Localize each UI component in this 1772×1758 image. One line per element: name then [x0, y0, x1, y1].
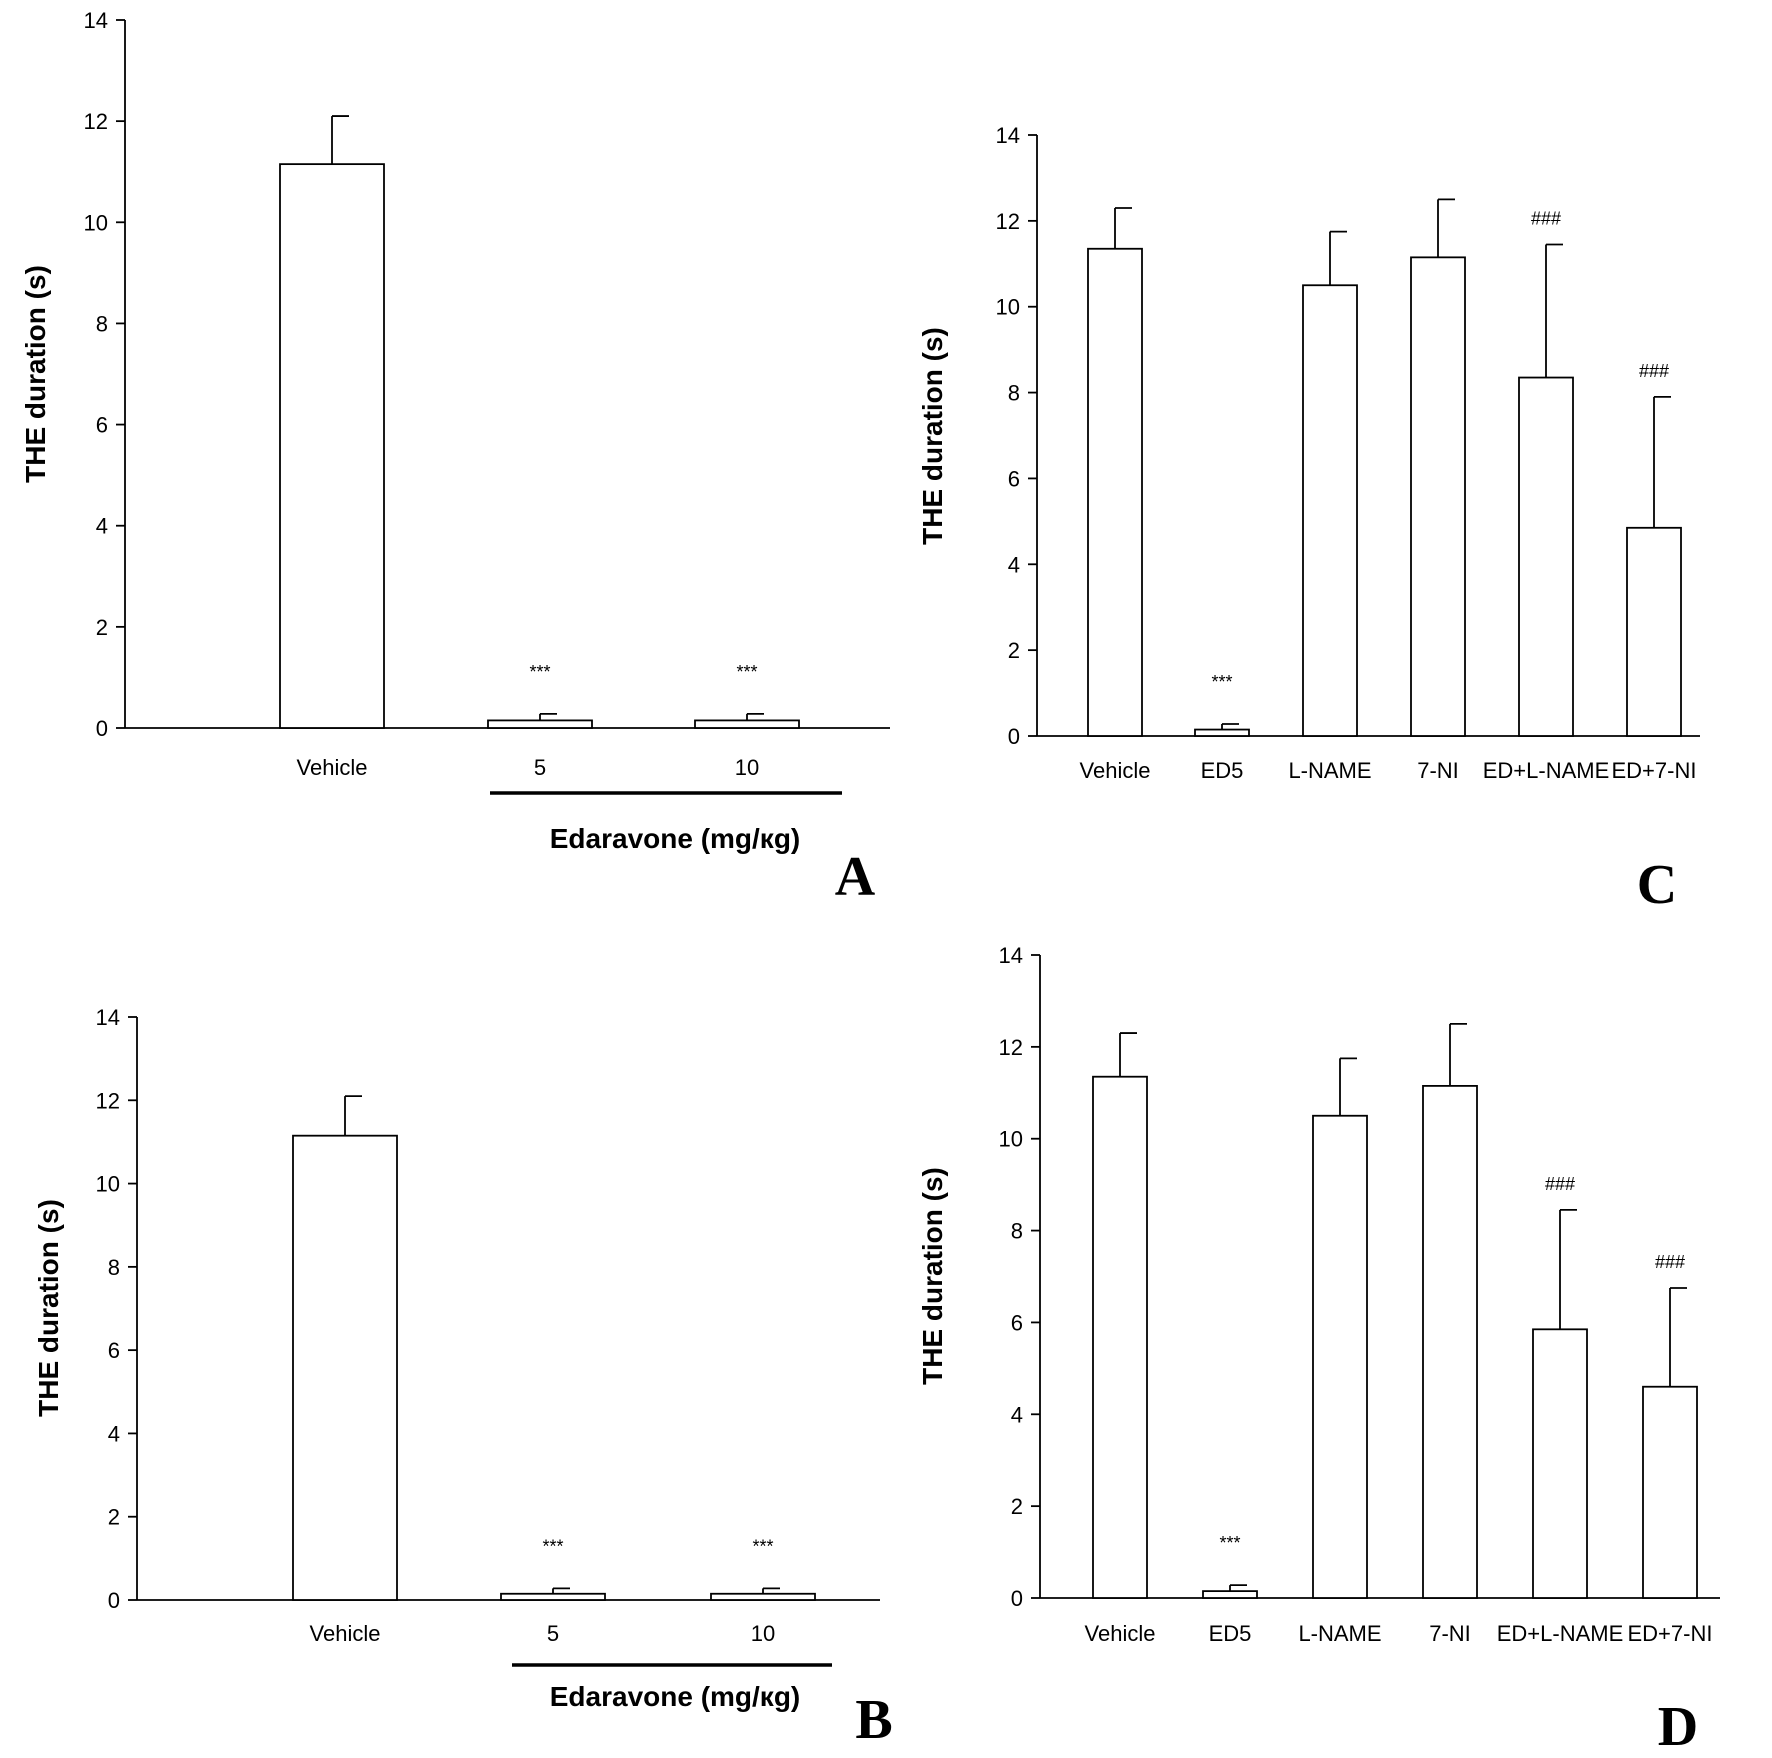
- y-tick-label: 12: [999, 1035, 1023, 1060]
- x-category-label: ED5: [1209, 1621, 1252, 1646]
- bar-3: [710, 1592, 816, 1601]
- significance-label: ***: [736, 662, 757, 682]
- panel-letter: C: [1637, 854, 1677, 916]
- significance-label: ***: [542, 1536, 563, 1556]
- significance-label: ###: [1545, 1174, 1575, 1194]
- bar-2: [1202, 1590, 1258, 1599]
- panel-letter: B: [855, 1689, 892, 1751]
- bar-4: [1422, 1084, 1478, 1599]
- x-category-label: Vehicle: [297, 755, 368, 780]
- x-category-label: 7-NI: [1417, 758, 1459, 783]
- chart-panel-a: 0 2 4 6 8 10 12 14 THE duration (s) Vehicle *** 5 **…: [20, 8, 890, 908]
- y-tick-label: 12: [96, 1088, 120, 1113]
- bar-3: [1302, 284, 1358, 737]
- y-tick-label: 6: [108, 1338, 120, 1363]
- y-tick-label: 2: [96, 615, 108, 640]
- y-tick-label: 8: [1011, 1219, 1023, 1244]
- y-tick-label: 8: [96, 311, 108, 336]
- y-axis-title: THE duration (s): [33, 1199, 64, 1417]
- panel-letter: A: [835, 846, 876, 908]
- bar-1: [279, 163, 385, 729]
- y-tick-label: 4: [1011, 1402, 1023, 1427]
- significance-label: ***: [1211, 672, 1232, 692]
- x-category-label: L-NAME: [1298, 1621, 1381, 1646]
- bar-1: [292, 1134, 398, 1601]
- y-tick-label: 14: [96, 1005, 120, 1030]
- bar-2: [500, 1592, 606, 1601]
- bar-6: [1642, 1385, 1698, 1599]
- significance-label: ###: [1639, 361, 1669, 381]
- y-tick-label: 10: [999, 1127, 1023, 1152]
- chart-panel-c: 0 2 4 6 8 10 12 14 THE duration (s) Vehicle *** ED5…: [917, 123, 1700, 916]
- significance-label: ***: [1219, 1533, 1240, 1553]
- y-tick-label: 4: [96, 514, 108, 539]
- x-category-label: ED5: [1201, 758, 1244, 783]
- bar-4: [1410, 256, 1466, 737]
- x-group-title: Edaravone (mg/кg): [550, 1681, 801, 1712]
- y-tick-label: 2: [108, 1505, 120, 1530]
- y-tick-label: 0: [1008, 724, 1020, 749]
- x-category-label: Vehicle: [1080, 758, 1151, 783]
- y-tick-label: 0: [1011, 1586, 1023, 1611]
- y-tick-label: 0: [108, 1588, 120, 1613]
- y-tick-label: 2: [1008, 638, 1020, 663]
- y-tick-label: 6: [96, 413, 108, 438]
- x-category-label: 10: [751, 1621, 775, 1646]
- x-category-label: 7-NI: [1429, 1621, 1471, 1646]
- y-tick-label: 14: [996, 123, 1020, 148]
- y-tick-label: 12: [84, 109, 108, 134]
- y-tick-label: 0: [96, 716, 108, 741]
- y-axis-title: THE duration (s): [917, 1167, 948, 1385]
- y-tick-label: 10: [96, 1172, 120, 1197]
- significance-label: ###: [1655, 1252, 1685, 1272]
- y-tick-label: 10: [996, 295, 1020, 320]
- y-tick-label: 14: [84, 8, 108, 33]
- y-tick-label: 8: [108, 1255, 120, 1280]
- bar-2: [487, 719, 593, 729]
- x-category-label: ED+7-NI: [1612, 758, 1697, 783]
- bar-1: [1087, 247, 1143, 737]
- panel-letter: D: [1658, 1696, 1698, 1758]
- significance-label: ***: [529, 662, 550, 682]
- x-category-label: 10: [735, 755, 759, 780]
- bar-6: [1626, 526, 1682, 737]
- x-category-label: ED+L-NAME: [1483, 758, 1610, 783]
- y-axis-title: THE duration (s): [20, 265, 51, 483]
- x-category-label: 5: [534, 755, 546, 780]
- significance-label: ***: [752, 1536, 773, 1556]
- y-tick-label: 2: [1011, 1494, 1023, 1519]
- y-tick-label: 4: [1008, 552, 1020, 577]
- x-category-label: Vehicle: [310, 1621, 381, 1646]
- bar-5: [1518, 376, 1574, 737]
- y-tick-label: 12: [996, 209, 1020, 234]
- y-axis-title: THE duration (s): [917, 327, 948, 545]
- chart-panel-d: 0 2 4 6 8 10 12 14 THE duration (s) Vehicle *** ED5…: [917, 943, 1720, 1758]
- y-tick-label: 14: [999, 943, 1023, 968]
- x-category-label: 5: [547, 1621, 559, 1646]
- y-tick-label: 6: [1011, 1310, 1023, 1335]
- bar-1: [1092, 1075, 1148, 1599]
- bar-3: [694, 719, 800, 729]
- x-category-label: ED+L-NAME: [1497, 1621, 1624, 1646]
- x-category-label: ED+7-NI: [1628, 1621, 1713, 1646]
- x-category-label: Vehicle: [1085, 1621, 1156, 1646]
- bar-5: [1532, 1328, 1588, 1599]
- bar-3: [1312, 1114, 1368, 1599]
- chart-panel-b: 0 2 4 6 8 10 12 14 THE duration (s) Vehicle *** 5 **…: [33, 1005, 893, 1751]
- bar-2: [1194, 728, 1250, 737]
- y-tick-label: 6: [1008, 466, 1020, 491]
- y-tick-label: 10: [84, 210, 108, 235]
- x-category-label: L-NAME: [1288, 758, 1371, 783]
- y-tick-label: 4: [108, 1421, 120, 1446]
- y-tick-label: 8: [1008, 381, 1020, 406]
- x-group-title: Edaravone (mg/кg): [550, 823, 801, 854]
- significance-label: ###: [1531, 208, 1561, 228]
